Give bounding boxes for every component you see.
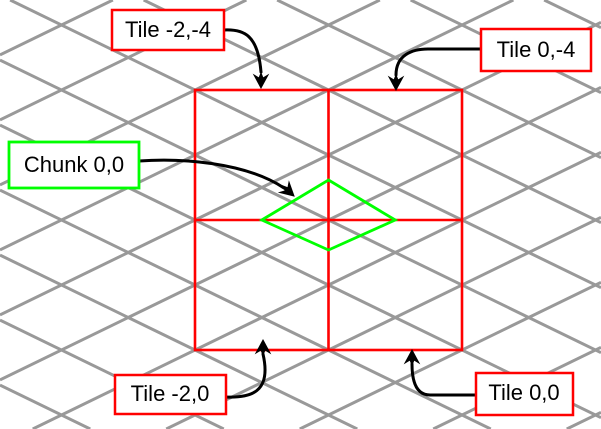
svg-text:Tile 0,-4: Tile 0,-4 xyxy=(497,37,576,62)
svg-text:Tile -2,0: Tile -2,0 xyxy=(131,381,210,406)
svg-text:Chunk 0,0: Chunk 0,0 xyxy=(24,152,124,177)
svg-text:Tile -2,-4: Tile -2,-4 xyxy=(125,17,211,42)
svg-text:Tile 0,0: Tile 0,0 xyxy=(488,380,559,405)
